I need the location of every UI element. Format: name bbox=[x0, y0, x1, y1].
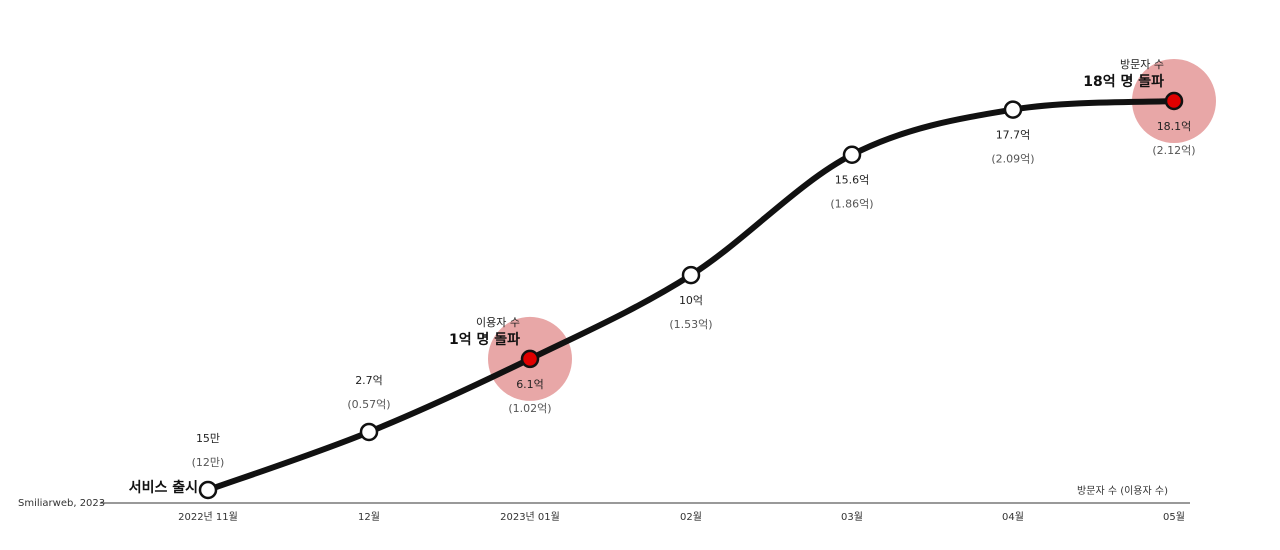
highlight-text: 1억 명 돌파 bbox=[449, 331, 520, 348]
point bbox=[1003, 100, 1023, 119]
x-tick-label: 12월 bbox=[358, 511, 380, 523]
user-label: (12만) bbox=[192, 456, 225, 469]
start-annotation: 서비스 출시 bbox=[129, 479, 198, 496]
value-label: 10억 bbox=[679, 294, 703, 307]
x-tick-label: 2023년 01월 bbox=[500, 511, 560, 523]
value-label: 17.7억 bbox=[996, 129, 1031, 142]
x-tick-label: 2022년 11월 bbox=[178, 511, 238, 523]
point bbox=[359, 422, 379, 442]
value-label: 15.6억 bbox=[835, 174, 870, 187]
point bbox=[681, 265, 701, 285]
user-label: (1.86억) bbox=[830, 198, 873, 211]
user-label: (2.12억) bbox=[1152, 144, 1195, 157]
point bbox=[198, 480, 218, 500]
user-label: (1.02억) bbox=[508, 402, 551, 415]
value-label: 2.7억 bbox=[355, 374, 383, 387]
highlight-text: 18억 명 돌파 bbox=[1083, 73, 1164, 90]
value-label: 6.1억 bbox=[516, 378, 544, 391]
user-label: (1.53억) bbox=[669, 318, 712, 331]
point bbox=[520, 349, 540, 369]
x-tick-label: 04월 bbox=[1002, 511, 1024, 523]
x-tick-label: 05월 bbox=[1163, 511, 1185, 523]
user-label: (0.57억) bbox=[347, 398, 390, 411]
point bbox=[842, 145, 862, 164]
highlight-label: 방문자 수 bbox=[1120, 58, 1164, 71]
legend-label: 방문자 수 (이용자 수) bbox=[1077, 485, 1168, 497]
x-tick-label: 03월 bbox=[841, 511, 863, 523]
source: Smiliarweb, 2023 bbox=[18, 498, 105, 509]
value-label: 18.1억 bbox=[1157, 120, 1192, 133]
point bbox=[1164, 91, 1184, 111]
value-label: 15만 bbox=[196, 432, 220, 445]
highlight-label: 이용자 수 bbox=[476, 316, 520, 329]
x-tick-label: 02월 bbox=[680, 511, 702, 523]
user-label: (2.09억) bbox=[991, 153, 1034, 166]
